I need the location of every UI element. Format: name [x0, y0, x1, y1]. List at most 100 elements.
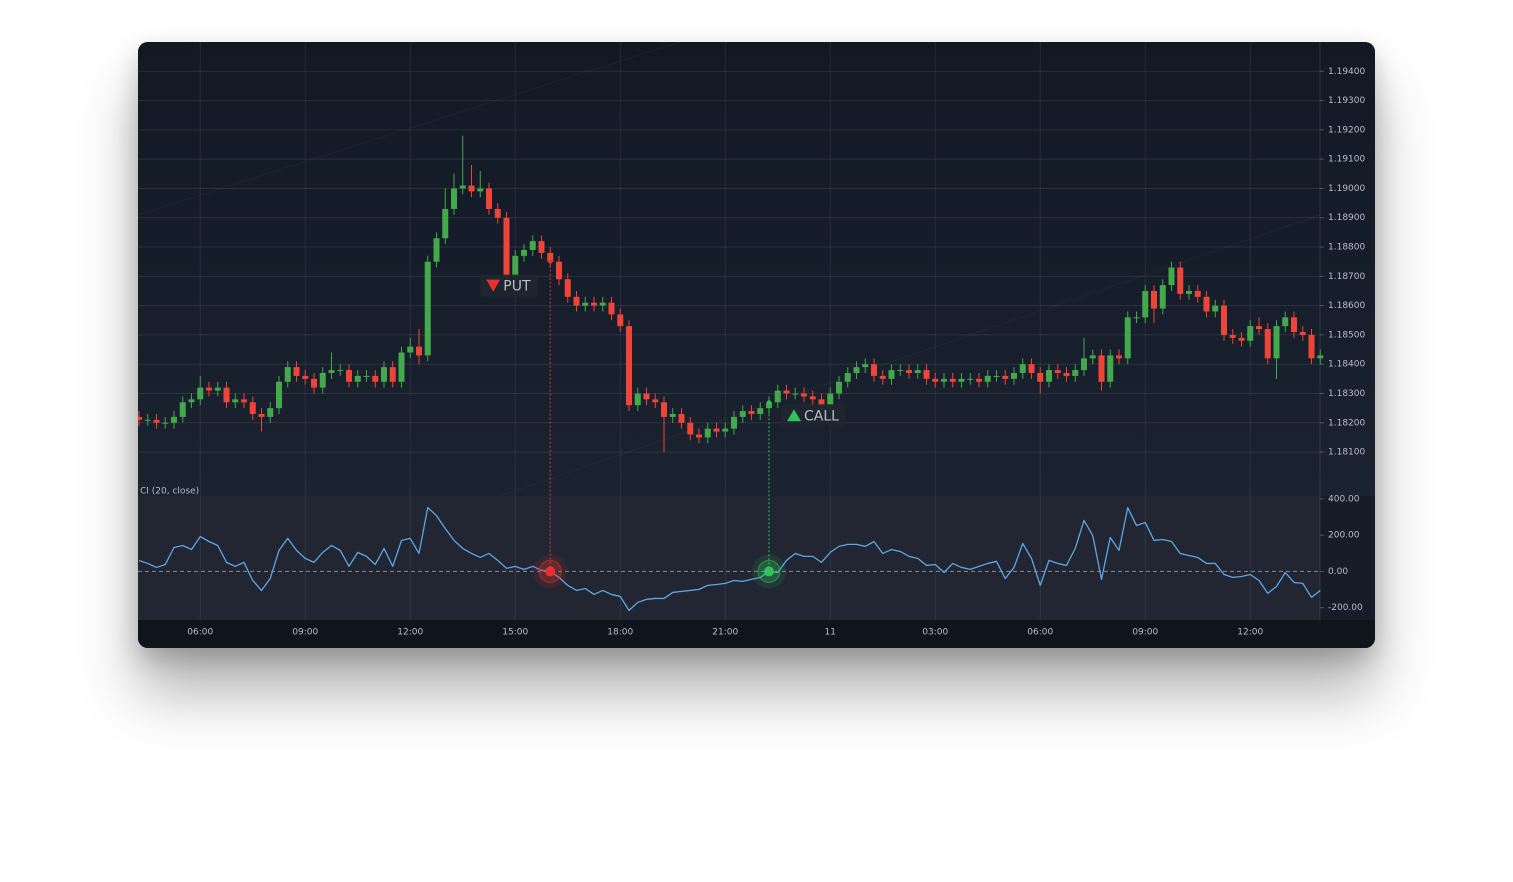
indicator-line	[138, 506, 1321, 612]
y-tick-label: 1.19200	[1328, 125, 1365, 135]
candle-body	[809, 396, 816, 400]
candle-body	[1238, 337, 1245, 341]
candle-body	[941, 378, 947, 382]
candle-body	[836, 381, 842, 394]
candle-body	[512, 255, 519, 277]
x-tick-label: 12:00	[397, 628, 423, 638]
signal-dot	[764, 566, 774, 577]
candle-body	[1124, 317, 1131, 359]
candle-body	[284, 367, 291, 382]
x-tick-label: 06:00	[187, 628, 213, 638]
candle-body	[731, 416, 737, 429]
x-tick-label: 15:00	[502, 628, 528, 638]
x-tick-label: 09:00	[1132, 628, 1158, 638]
candle-body	[792, 393, 799, 395]
candle-body	[249, 402, 256, 414]
candle-body	[1098, 355, 1105, 382]
candle-body	[494, 208, 501, 218]
candle-body	[599, 302, 606, 306]
candle-body	[241, 399, 247, 403]
candle-body	[477, 188, 484, 192]
candle-body	[328, 370, 335, 373]
candle-body	[827, 393, 834, 406]
candle-body	[1221, 305, 1227, 335]
candle-body	[538, 241, 545, 253]
candle-body	[783, 390, 790, 394]
signal-candle-dot	[548, 259, 553, 264]
candle-body	[906, 370, 912, 373]
candle-body	[276, 381, 282, 409]
trend-decoration	[138, 42, 681, 216]
candle-body	[188, 399, 195, 403]
candle-body	[1116, 355, 1122, 359]
candle-body	[1194, 290, 1201, 297]
candle-body	[704, 428, 711, 438]
candle-body	[1063, 372, 1070, 376]
candle-body	[687, 422, 694, 435]
candle-body	[407, 346, 414, 353]
candle-body	[871, 364, 877, 376]
candle-body	[521, 249, 527, 256]
candle-body	[643, 393, 650, 400]
candle-body	[617, 314, 624, 327]
candle-body	[923, 370, 930, 379]
candle-body	[1133, 317, 1140, 319]
candle-body	[468, 185, 475, 192]
candle-body	[459, 185, 466, 189]
candle-body	[696, 434, 702, 438]
candle-body	[556, 261, 562, 280]
candle-body	[416, 346, 422, 356]
candle-body	[608, 302, 615, 315]
candle-body	[1177, 267, 1184, 294]
candle-body	[678, 413, 685, 423]
candle-body	[372, 375, 379, 382]
candle-body	[451, 188, 457, 209]
candle-body	[626, 326, 632, 406]
candle-body	[739, 411, 746, 417]
candle-body	[486, 188, 492, 209]
candle-body	[1282, 317, 1289, 327]
candle-body	[1159, 285, 1166, 309]
candle-body	[529, 241, 536, 250]
indicator-axis	[1320, 496, 1375, 620]
signal-label-text: PUT	[503, 279, 531, 295]
candle-body	[993, 375, 1000, 377]
candle-body	[258, 413, 265, 417]
y-tick-label: 1.18300	[1328, 389, 1365, 399]
x-tick-label: 21:00	[712, 628, 738, 638]
candle-body	[573, 296, 580, 306]
candle-body	[179, 402, 186, 417]
candle-body	[1247, 326, 1254, 341]
candle-body	[1273, 326, 1280, 359]
candle-body	[144, 419, 151, 421]
candle-body	[398, 352, 405, 382]
candle-body	[206, 387, 212, 391]
signal-label-text: CALL	[804, 408, 839, 424]
y-tick-label: 1.19300	[1328, 96, 1365, 106]
signal-dot	[545, 566, 556, 577]
candle-body	[293, 367, 300, 376]
candle-body	[757, 408, 764, 414]
y-tick-label: 1.18200	[1328, 418, 1365, 428]
candle-body	[346, 370, 352, 382]
candle-body	[302, 375, 309, 379]
x-tick-label: 11	[825, 628, 836, 638]
candle-body	[337, 370, 344, 372]
candle-body	[564, 279, 571, 297]
candle-body	[932, 378, 939, 382]
candle-body	[1046, 370, 1052, 382]
candle-body	[958, 378, 965, 382]
candle-body	[879, 375, 886, 379]
candle-body	[1291, 317, 1297, 332]
indicator-pane	[138, 496, 1320, 620]
candle-body	[214, 387, 221, 391]
y-tick-label: 1.19000	[1328, 184, 1365, 194]
candle-body	[914, 370, 921, 373]
candle-body	[634, 393, 641, 406]
y-tick-label: 1.18700	[1328, 272, 1365, 282]
candle-body	[311, 378, 317, 388]
x-tick-label: 09:00	[292, 628, 318, 638]
y-tick-label: -200.00	[1328, 603, 1363, 613]
chart-card: 06:00 09:00 12:00 15:00 18:00 21:00 11 03:00 06:…	[138, 42, 1375, 648]
